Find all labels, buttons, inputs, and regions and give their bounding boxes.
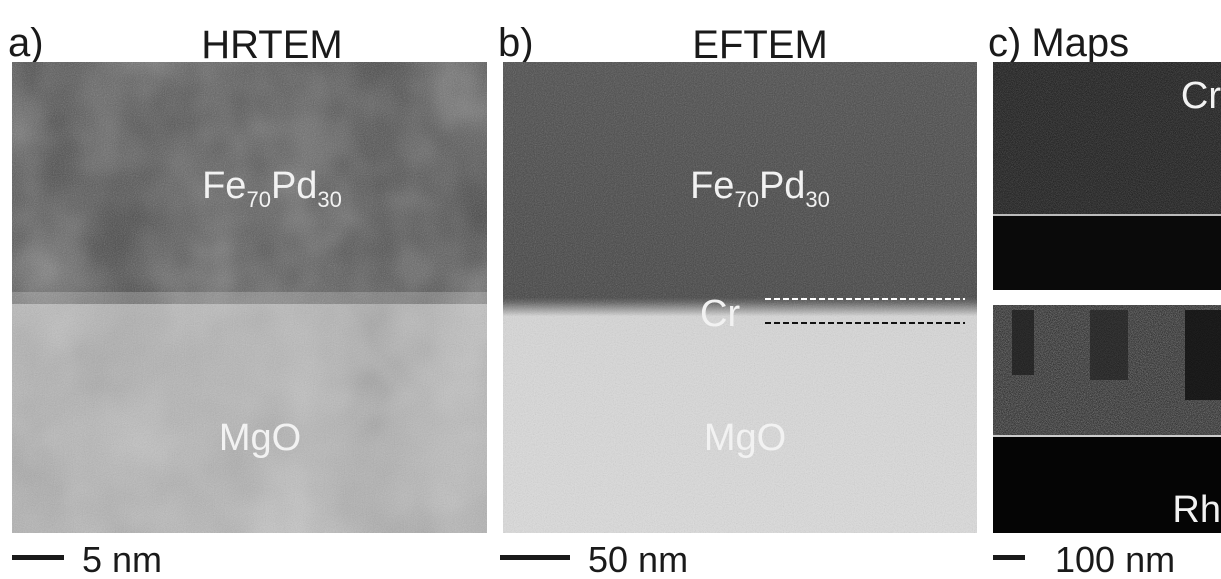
- substrate-label: MgO: [704, 417, 786, 459]
- scale-bar: [500, 555, 570, 560]
- formula-subscript: 30: [317, 187, 341, 212]
- scale-bar: [12, 555, 64, 560]
- scale-bar-label: 100 nm: [1055, 539, 1175, 579]
- panel-title: Maps: [1031, 21, 1129, 65]
- map-label: Rh: [1172, 489, 1221, 531]
- hrtem-image: [12, 62, 487, 533]
- formula-part: Fe: [202, 165, 246, 207]
- substrate-label: MgO: [219, 417, 301, 459]
- panel-title: HRTEM: [201, 23, 342, 67]
- formula-subscript: 70: [246, 187, 270, 212]
- scale-bar: [993, 555, 1025, 560]
- scale-bar-label: 5 nm: [82, 539, 162, 579]
- formula-part: Pd: [759, 165, 805, 207]
- panel-label: a): [8, 21, 44, 65]
- formula-part: Fe: [690, 165, 734, 207]
- scale-bar-label: 50 nm: [588, 539, 688, 579]
- formula-subscript: 70: [734, 187, 758, 212]
- figure: a) HRTEM Fe70Pd30 MgO 5 nm b) EFTEM Fe70…: [0, 0, 1221, 579]
- panel-label-text: c): [988, 21, 1021, 65]
- panel-label: b): [498, 21, 534, 65]
- formula-part: Pd: [271, 165, 317, 207]
- interlayer-label: Cr: [700, 293, 740, 335]
- panel-title: EFTEM: [692, 23, 828, 67]
- formula-subscript: 30: [805, 187, 829, 212]
- map-label: Cr: [1181, 75, 1221, 117]
- panel-label: c)Maps: [988, 21, 1129, 65]
